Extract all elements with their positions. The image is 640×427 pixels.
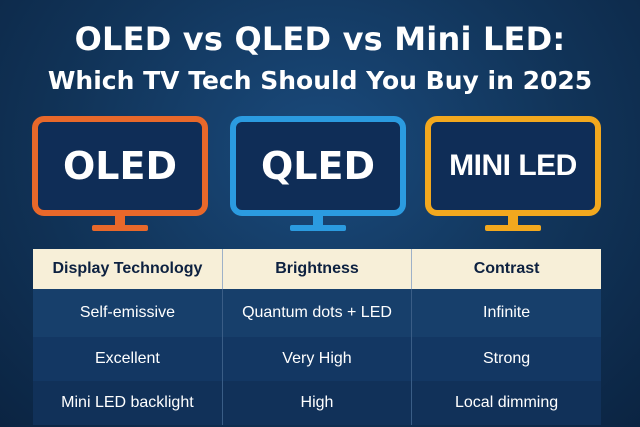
tv-mini-led: MINI LED [425,116,601,216]
table-row: Mini LED backlight High Local dimming [33,381,601,425]
tv-mini-led-stand-base [485,225,541,231]
table-cell: Mini LED backlight [33,381,223,425]
table-cell: Self-emissive [33,289,223,337]
column-header: Brightness [221,249,412,289]
table-row: Excellent Very High Strong [33,337,601,381]
table-cell: Strong [411,337,601,381]
page-title: OLED vs QLED vs Mini LED: [74,20,566,58]
tv-oled-stand-base [92,225,148,231]
page-subtitle: Which TV Tech Should You Buy in 2025 [47,66,593,95]
table-cell: Excellent [33,337,223,381]
tv-oled: OLED [32,116,208,216]
table-cell: High [221,381,412,425]
table-cell: Infinite [411,289,601,337]
table-row: Self-emissive Quantum dots + LED Infinit… [33,289,601,337]
column-header: Display Technology [33,249,223,289]
table-cell: Quantum dots + LED [221,289,412,337]
comparison-table: Display Technology Brightness Contrast S… [33,249,601,425]
tv-qled-stand-neck [313,216,323,226]
tv-oled-stand-neck [115,216,125,226]
table-cell: Very High [221,337,412,381]
column-header: Contrast [411,249,601,289]
tv-mini-led-stand-neck [508,216,518,226]
tv-qled: QLED [230,116,406,216]
table-cell: Local dimming [411,381,601,425]
table-header-row: Display Technology Brightness Contrast [33,249,601,289]
tv-qled-stand-base [290,225,346,231]
